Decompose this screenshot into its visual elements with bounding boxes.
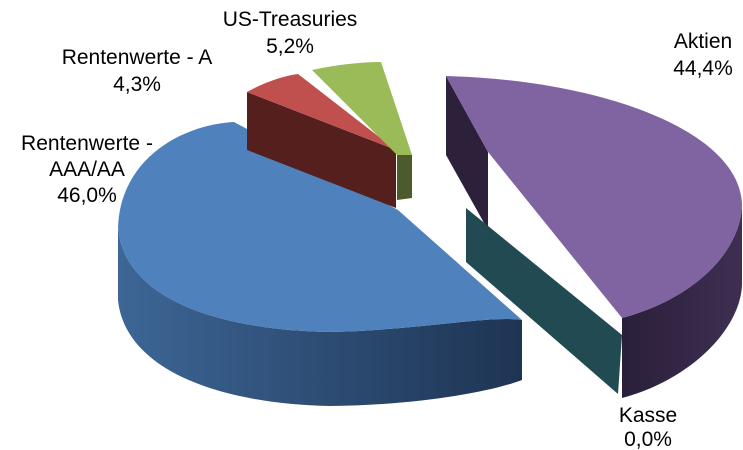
slice-aktien [446,76,742,398]
value-aktien: 44,4% [673,57,733,80]
slice-us-treasuries-top [312,62,412,155]
slice-kasse [466,208,622,394]
label-rentenwerte-aaa-aa-line2: AAA/AA [49,158,125,181]
label-rentenwerte-aaa-aa-line1: Rentenwerte - [21,132,153,155]
label-us-treasuries: US-Treasuries [223,8,358,31]
slice-us-treasuries-side [397,155,412,200]
label-aktien: Aktien [674,30,732,53]
slice-aktien-depth [622,205,742,398]
slice-rentenwerte-a-top [247,74,396,150]
slice-rentenwerte-a [247,74,396,208]
value-rentenwerte-aaa-aa: 46,0% [57,184,117,207]
slice-aktien-top [446,76,742,318]
slice-rentenwerte-aaa-aa-depth [118,228,522,406]
value-rentenwerte-a: 4,3% [113,73,161,96]
slice-rentenwerte-aaa-aa-top [118,122,522,332]
value-kasse: 0,0% [624,428,672,450]
label-rentenwerte-a: Rentenwerte - A [62,46,213,69]
label-kasse: Kasse [619,404,677,427]
slice-kasse-face [466,208,622,394]
slice-rentenwerte-aaa-aa [118,122,522,406]
slice-us-treasuries [312,62,412,200]
slice-rentenwerte-a-side [247,92,396,208]
value-us-treasuries: 5,2% [266,35,314,58]
slice-aktien-side [446,76,488,230]
